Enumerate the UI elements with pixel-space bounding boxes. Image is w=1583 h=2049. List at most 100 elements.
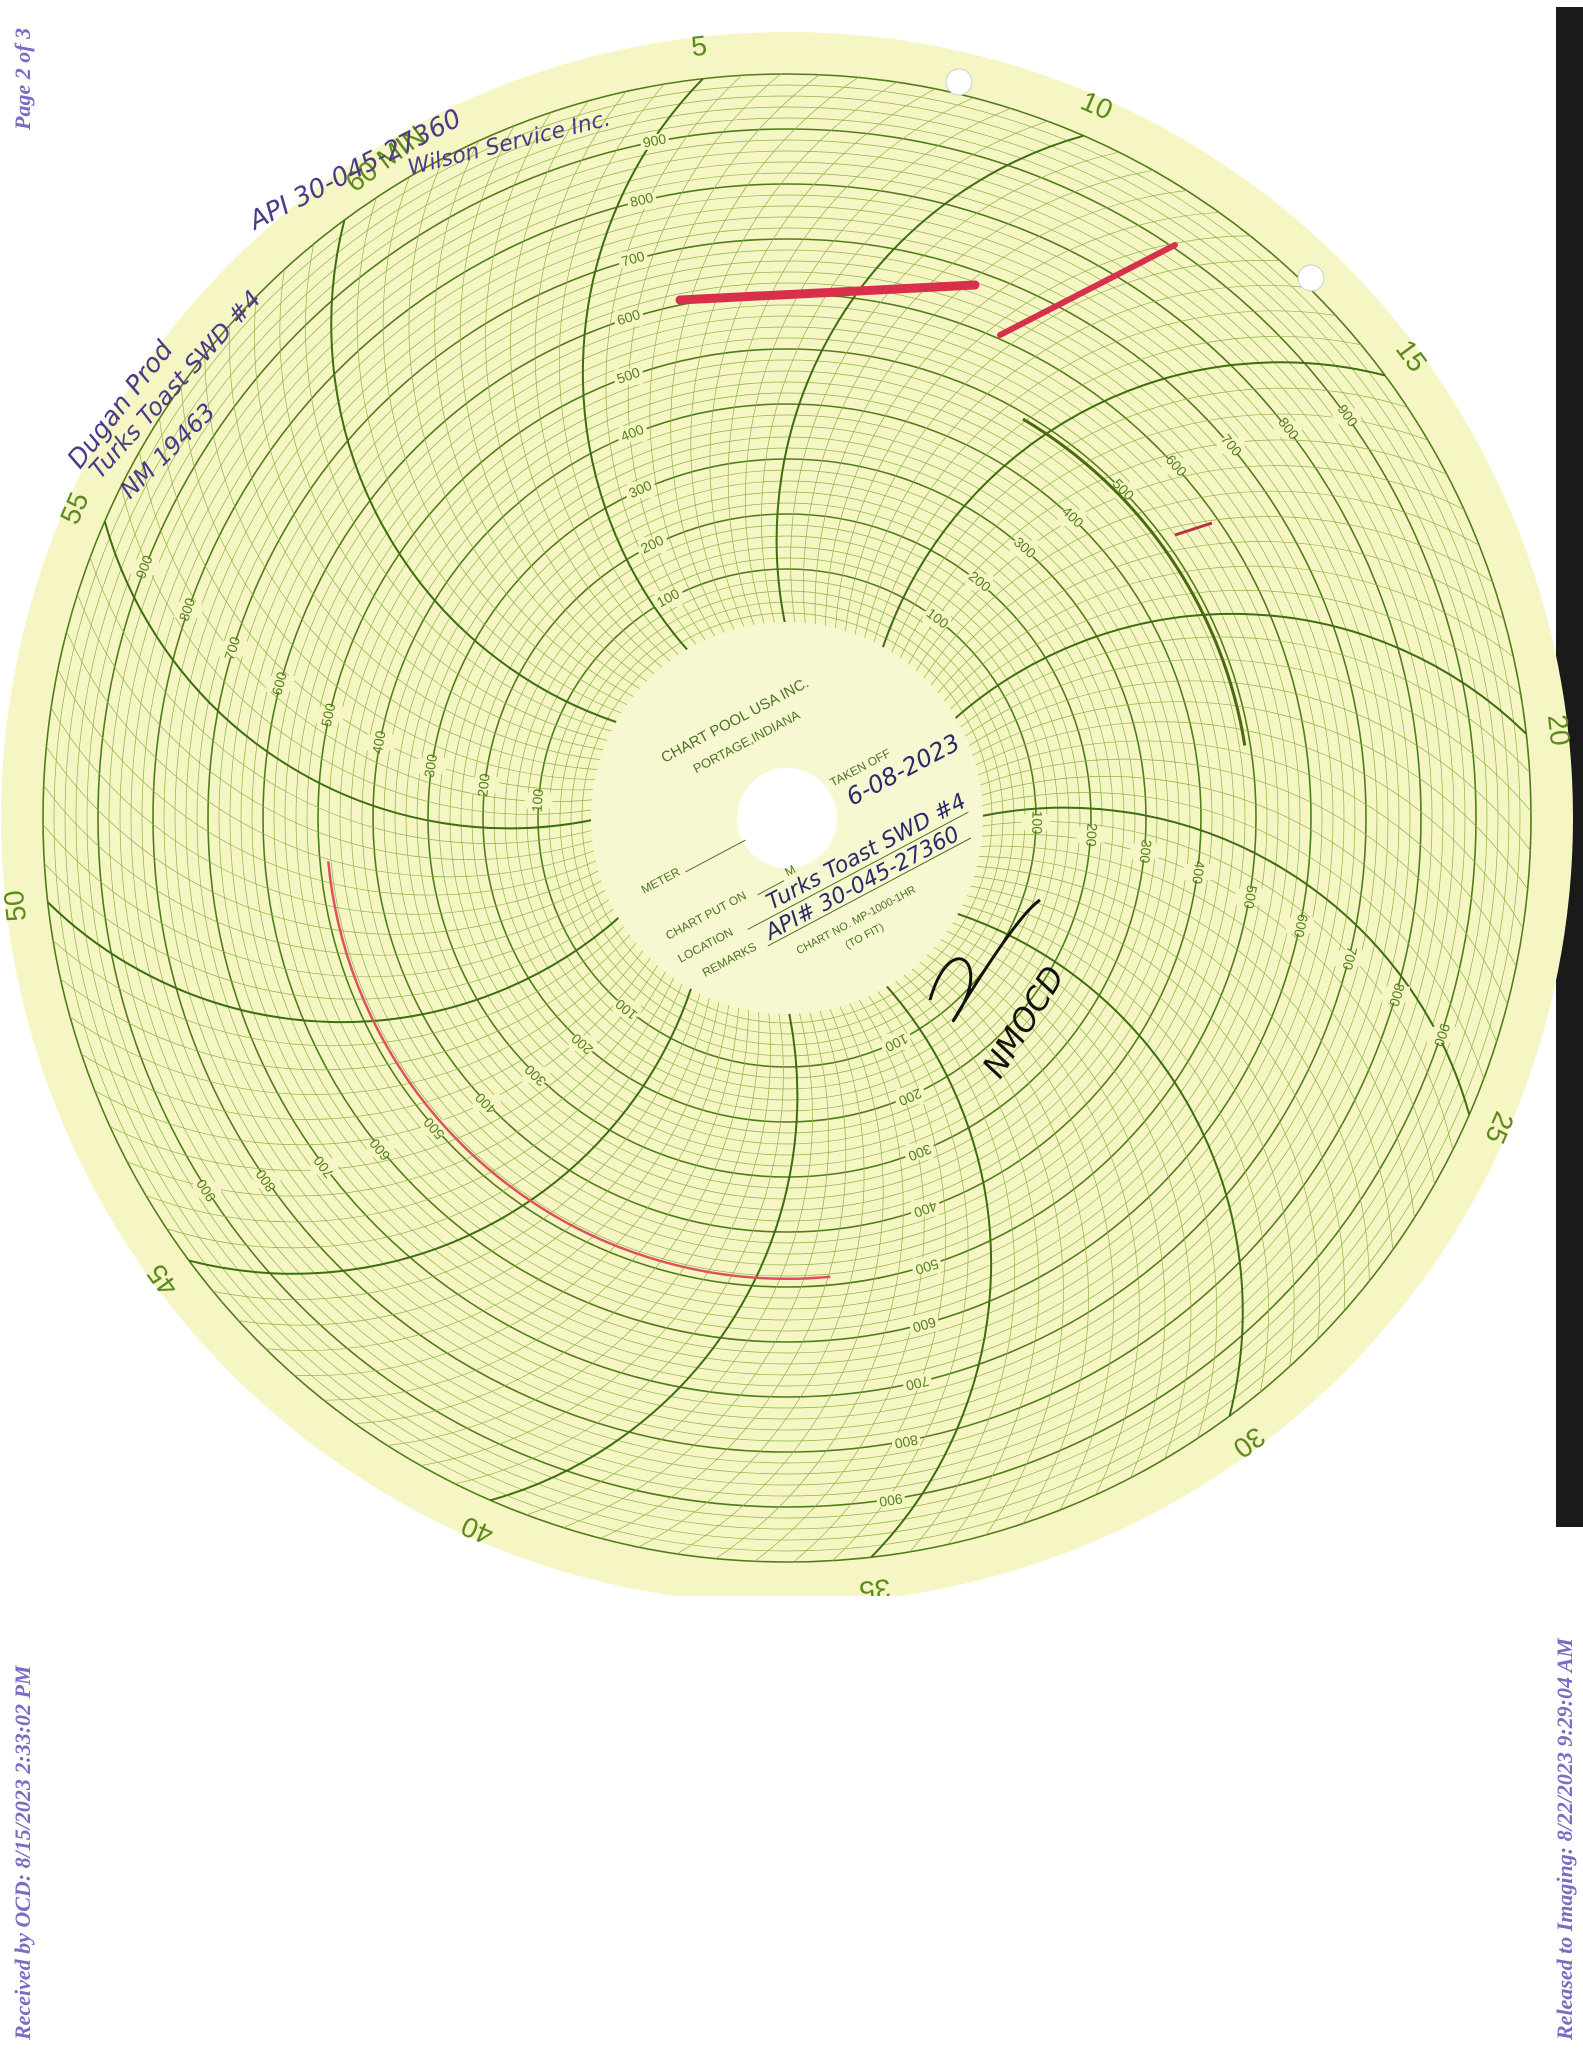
time-line [968, 885, 1320, 1340]
label-bg [895, 1088, 924, 1105]
ring [251, 282, 1323, 1354]
label-bg [472, 1094, 501, 1111]
time-line [103, 521, 594, 830]
time-line [955, 912, 1244, 1417]
time-line [47, 901, 621, 1024]
label-bg [618, 425, 647, 442]
time-line [139, 451, 594, 802]
time-line [980, 792, 1485, 1079]
ring [570, 601, 1004, 1035]
received-stamp: Received by OCD: 8/15/2023 2:33:02 PM [10, 1664, 35, 2041]
pressure-label: 700 [904, 1373, 931, 1394]
pressure-label: 600 [615, 306, 642, 328]
label-bg [1334, 950, 1363, 967]
time-line [814, 190, 1187, 627]
ring [383, 414, 1191, 1222]
ring [53, 84, 1521, 1552]
time-line [145, 975, 675, 1223]
pen-mark [675, 280, 980, 305]
time-line [976, 740, 1517, 967]
label-bg [1216, 437, 1245, 454]
hole [945, 68, 973, 96]
pressure-label: 900 [132, 553, 155, 581]
ring [86, 117, 1488, 1519]
label-bg [1058, 509, 1087, 526]
pressure-label: 700 [620, 248, 647, 270]
label-bg [1108, 482, 1137, 499]
pressure-label: 900 [642, 130, 668, 150]
time-line [958, 636, 1530, 773]
time-line [894, 979, 1016, 1553]
ring [64, 95, 1510, 1541]
time-line [627, 73, 781, 642]
pressure-label: 600 [1291, 913, 1311, 939]
ring [438, 469, 1136, 1167]
time-line [166, 981, 684, 1249]
time-line [932, 946, 1140, 1496]
label-bg [470, 777, 499, 794]
time-line [490, 1011, 799, 1502]
ring [504, 535, 1070, 1101]
time-line [356, 197, 624, 715]
ring [394, 425, 1180, 1211]
label-bg [266, 675, 295, 692]
label-bg [892, 1432, 921, 1449]
time-line [600, 1009, 847, 1539]
time-line [42, 824, 611, 978]
label-bg [1381, 986, 1410, 1003]
label-bg [568, 1035, 597, 1052]
time-line [775, 134, 1084, 625]
field-line [685, 839, 746, 873]
label-bg [654, 590, 683, 607]
pressure-label: 400 [1189, 860, 1208, 885]
label-bg [1273, 421, 1302, 438]
ring [273, 304, 1301, 1332]
time-line [881, 361, 1386, 650]
ring [361, 392, 1213, 1244]
ring [339, 370, 1235, 1266]
time-line [978, 758, 1508, 1005]
pen-trace [1022, 417, 1247, 746]
page-stamp: Page 2 of 3 [10, 28, 35, 131]
time-line [863, 310, 1336, 641]
pressure-label: 800 [893, 1432, 919, 1452]
field-line [747, 811, 969, 930]
pen-mark [1174, 521, 1213, 537]
label-bg [524, 792, 553, 809]
ring [75, 106, 1499, 1530]
pressure-label: 600 [911, 1314, 938, 1336]
label-bg [252, 1172, 281, 1189]
label-bg [614, 368, 643, 385]
ring [141, 172, 1433, 1464]
time-line [57, 669, 598, 896]
ring [405, 436, 1169, 1200]
ring [427, 458, 1147, 1178]
time-line [676, 1004, 884, 1555]
ring [559, 590, 1015, 1046]
pressure-label: 100 [529, 788, 547, 813]
time-line [69, 941, 638, 1095]
hole [1297, 264, 1325, 292]
time-line [977, 856, 1394, 1251]
time-line [745, 108, 1011, 626]
label-bg [1427, 1026, 1456, 1043]
time-line [408, 157, 636, 698]
time-line [918, 960, 1089, 1524]
time-line [873, 336, 1362, 645]
label-bg [1285, 917, 1314, 934]
time-line [948, 589, 1522, 711]
time-line [293, 1003, 730, 1376]
pressure-label: 700 [221, 635, 243, 662]
pressure-label: 400 [369, 729, 389, 755]
pressure-label: 800 [176, 596, 199, 624]
minute-label: 35 [858, 1573, 892, 1607]
time-line [563, 1010, 829, 1528]
time-line [967, 680, 1531, 851]
time-line [46, 746, 604, 935]
label-bg [1332, 408, 1361, 425]
time-line [963, 658, 1532, 812]
time-line [382, 176, 630, 706]
ring [240, 271, 1334, 1365]
